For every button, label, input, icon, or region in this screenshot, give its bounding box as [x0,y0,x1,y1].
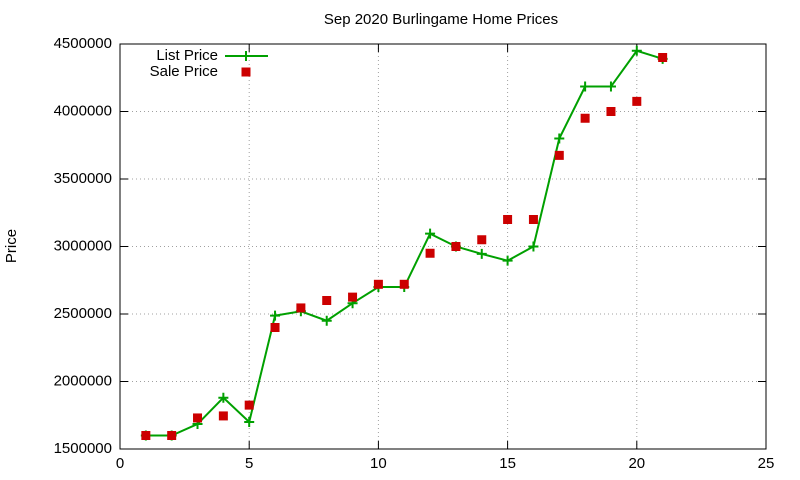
point-marker [503,215,513,224]
x-tick-label: 5 [245,455,253,472]
point-marker [528,241,539,252]
x-tick-label: 15 [499,455,516,472]
point-marker [605,81,616,92]
point-marker [425,248,435,258]
chart-title: Sep 2020 Burlingame Home Prices [324,11,558,28]
point-marker [270,323,280,332]
point-marker [425,228,436,239]
point-marker [632,96,642,106]
point-marker [244,400,254,410]
x-tick-label: 10 [370,455,387,472]
plot-frame [119,43,767,450]
point-marker [321,315,332,326]
point-marker [218,411,228,421]
point-marker [348,292,358,302]
y-tick-label: 2000000 [54,372,112,389]
series-line [145,49,663,437]
point-marker [580,113,590,123]
y-tick-label: 3000000 [54,237,112,254]
legend-swatch [241,67,251,77]
y-axis-label: Price [3,229,20,263]
x-tick-label: 25 [758,455,775,472]
legend-swatch [241,51,251,61]
point-marker [296,303,306,313]
point-marker [451,242,461,251]
x-tick-label: 0 [116,455,124,472]
point-marker [373,279,383,289]
point-marker [554,150,564,160]
legend-label: List Price [156,47,218,64]
point-marker [218,392,229,403]
point-marker [631,45,642,56]
y-tick-label: 4000000 [54,102,112,119]
point-marker [502,255,513,266]
y-tick-label: 2500000 [54,305,112,322]
y-tick-label: 3500000 [54,170,112,187]
point-marker [244,417,255,427]
point-marker [580,81,591,92]
point-marker [606,107,616,116]
legend-label: Sale Price [150,63,218,80]
point-marker [399,279,409,289]
point-marker [193,413,203,423]
point-marker [167,431,177,440]
point-marker [528,215,538,224]
point-marker [476,248,487,259]
y-tick-label: 4500000 [54,35,112,52]
x-tick-label: 20 [628,455,645,472]
point-marker [322,296,332,305]
point-marker [141,431,151,440]
point-marker [554,133,565,144]
y-tick-label: 1500000 [54,440,112,457]
point-marker [658,53,668,62]
point-marker [477,235,487,245]
point-marker [270,310,281,321]
